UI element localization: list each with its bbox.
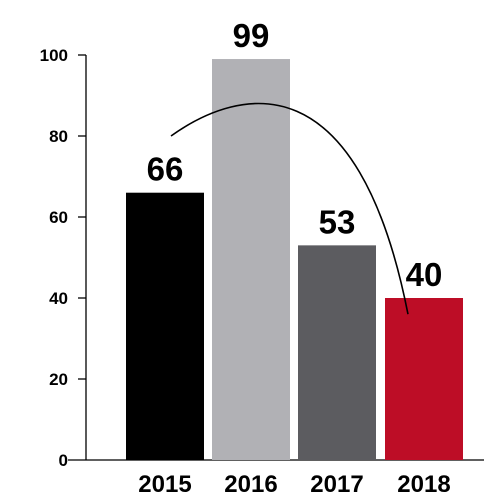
trend-curve-layer (170, 102, 409, 315)
y-tick-label: 20 (49, 370, 68, 389)
trend-curve (170, 102, 409, 315)
y-tick-label: 100 (40, 46, 68, 65)
bar-2018 (385, 298, 463, 460)
y-tick-label: 60 (49, 208, 68, 227)
data-label-2016: 99 (233, 17, 270, 54)
data-label-2018: 40 (406, 256, 443, 293)
bar-2016 (212, 59, 290, 461)
labels: 66 2015 99 2016 53 2017 40 2018 (138, 17, 450, 497)
x-tick-label-2016: 2016 (224, 471, 277, 497)
bars (126, 59, 463, 461)
y-tick-label: 0 (59, 451, 68, 470)
bar-2017 (298, 245, 376, 460)
y-tick-label: 80 (49, 127, 68, 146)
x-tick-label-2017: 2017 (310, 471, 363, 497)
y-tick-label: 40 (49, 289, 68, 308)
data-label-2015: 66 (147, 151, 184, 188)
x-tick-label-2018: 2018 (397, 471, 450, 497)
x-tick-label-2015: 2015 (138, 471, 191, 497)
data-label-2017: 53 (319, 203, 356, 240)
bar-2015 (126, 192, 204, 460)
